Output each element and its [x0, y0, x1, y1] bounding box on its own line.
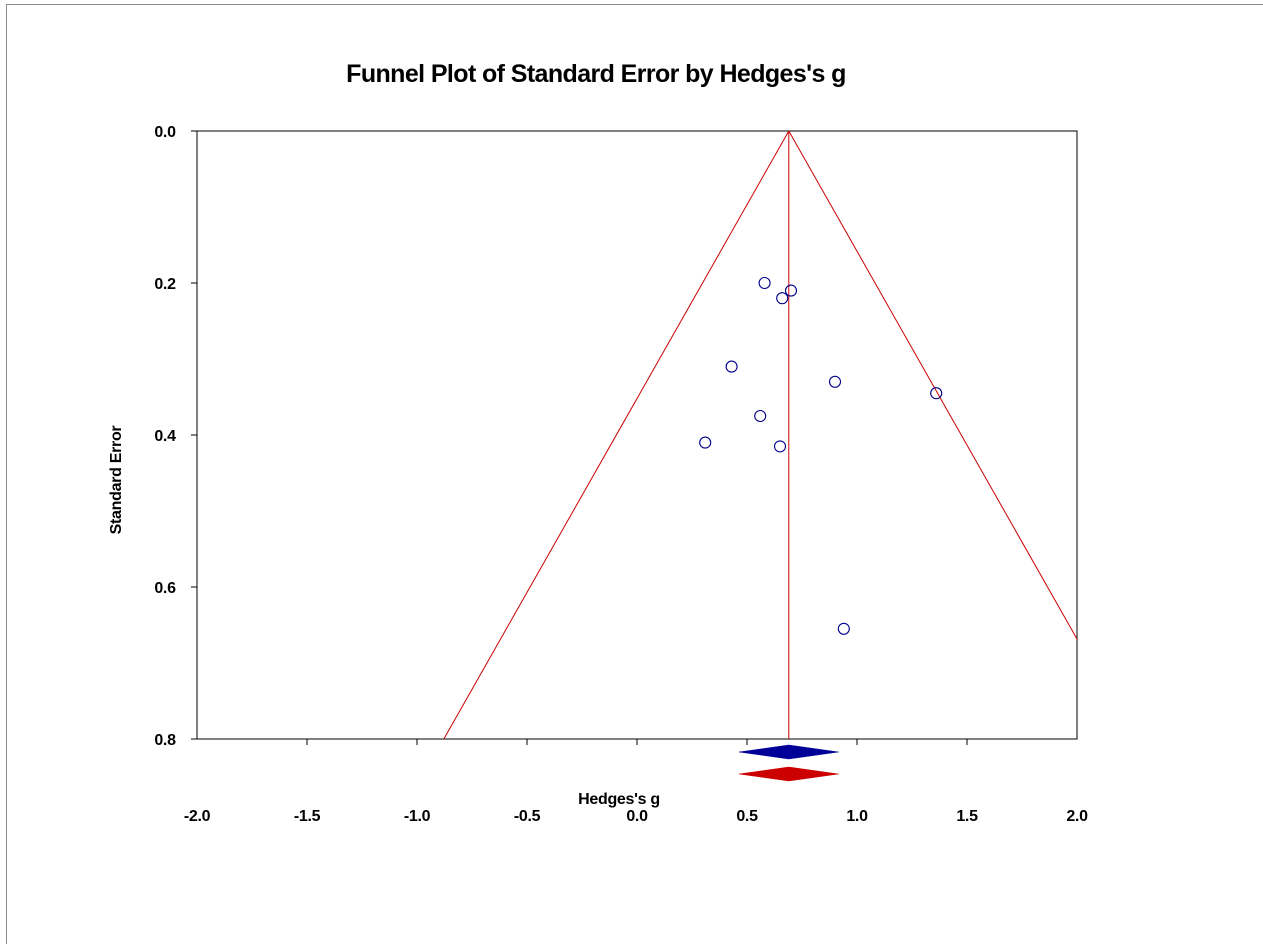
study-point: [837, 622, 850, 635]
x-tick-label: 1.5: [956, 808, 978, 825]
study-points: [699, 276, 943, 635]
y-axis-ticks: 0.0 0.2 0.4 0.6 0.8: [154, 124, 197, 749]
y-axis-title: Standard Error: [108, 426, 125, 535]
study-point: [725, 360, 738, 373]
x-axis-ticks: -2.0 -1.5 -1.0 -0.5 0.0 0.5 1.0 1.5 2.0: [184, 739, 1088, 825]
y-tick-label: 0.8: [154, 732, 176, 749]
chart-frame: [6, 4, 1263, 944]
y-tick-label: 0.2: [154, 276, 176, 293]
x-tick-label: -0.5: [514, 808, 541, 825]
study-point: [773, 440, 787, 453]
study-point: [784, 284, 798, 297]
y-tick-label: 0.4: [154, 428, 176, 445]
study-point: [930, 387, 943, 400]
funnel-lines: [443, 131, 1077, 739]
study-point: [754, 409, 767, 423]
study-point: [776, 292, 789, 305]
x-tick-label: -1.5: [294, 808, 321, 825]
x-tick-label: 1.0: [846, 808, 868, 825]
x-tick-label: 0.0: [626, 808, 648, 825]
chart-title: Funnel Plot of Standard Error by Hedges'…: [346, 60, 846, 88]
x-tick-label: -1.0: [404, 808, 431, 825]
summary-diamonds: [738, 744, 839, 782]
funnel-right-limit: [788, 131, 1077, 640]
study-point: [758, 276, 771, 290]
study-point: [828, 375, 842, 388]
summary-diamond: [738, 766, 839, 782]
x-tick-label: 2.0: [1066, 808, 1088, 825]
study-point: [699, 436, 712, 449]
funnel-left-limit: [443, 131, 790, 739]
x-tick-label: 0.5: [736, 808, 758, 825]
summary-diamond: [738, 744, 839, 760]
y-tick-label: 0.0: [154, 124, 176, 141]
plot-area: [196, 130, 1078, 740]
x-tick-label: -2.0: [184, 808, 211, 825]
x-axis-title: Hedges's g: [578, 791, 660, 808]
y-tick-label: 0.6: [154, 580, 176, 597]
